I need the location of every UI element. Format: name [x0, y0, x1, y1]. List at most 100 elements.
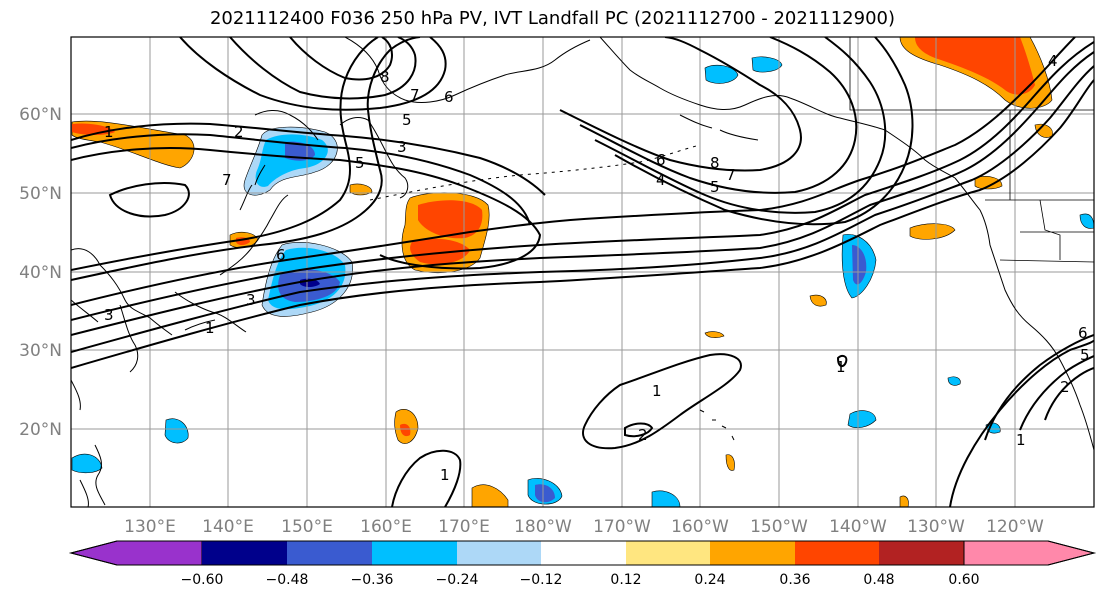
negative-anomaly-region — [164, 418, 189, 444]
lon-label: 170°E — [438, 517, 490, 537]
lon-label: 180°W — [514, 517, 572, 537]
colorbar-segment — [287, 541, 372, 565]
colorbar-segment — [963, 540, 1096, 566]
pv-contour — [71, 122, 546, 196]
contour-label: 1 — [440, 466, 450, 484]
lat-label-40n: 40°N — [19, 263, 62, 283]
positive-anomaly-region — [974, 176, 1003, 190]
contour-label: 2 — [1060, 378, 1070, 396]
lat-label-50n: 50°N — [19, 184, 62, 204]
lon-label: 130°W — [907, 517, 965, 537]
positive-anomaly-region — [915, 37, 1035, 95]
colorbar-tick: −0.24 — [436, 572, 479, 588]
contour-label: 6 — [1078, 324, 1088, 342]
negative-anomaly-region — [852, 245, 867, 285]
map-frame — [70, 36, 1095, 508]
colorbar-tick: 0.12 — [610, 572, 641, 588]
pv-contour — [71, 79, 1094, 369]
contour-label: 1 — [652, 382, 662, 400]
colorbar-segment — [879, 541, 964, 565]
colorbar-segment — [202, 541, 287, 565]
colorbar-segment — [795, 541, 879, 565]
contour-label: 5 — [1080, 346, 1090, 364]
contour-label: 1 — [1016, 431, 1026, 449]
pv-contour — [71, 133, 531, 226]
contour-label: 5 — [355, 154, 365, 172]
contour-label: 3 — [397, 138, 407, 156]
pv-contour — [289, 37, 393, 81]
positive-anomaly-region — [899, 495, 909, 507]
colorbar-tick: −0.60 — [181, 572, 224, 588]
pv-contour — [71, 37, 379, 271]
pv-contour — [71, 41, 1094, 321]
positive-anomaly-region — [809, 294, 827, 307]
pv-contour — [582, 353, 742, 450]
lon-label: 140°W — [829, 517, 887, 537]
colorbar-outline — [69, 540, 1096, 566]
lat-label-20n: 20°N — [19, 420, 62, 440]
border-canada-us — [985, 199, 1094, 263]
pv-contour — [949, 339, 1094, 507]
lon-label: 130°E — [124, 517, 176, 537]
pv-contour — [71, 37, 421, 281]
colorbar-segment — [541, 541, 626, 565]
longitude-labels: 130°E 140°E 150°E 160°E 170°E 180°W 170°… — [124, 517, 1044, 537]
contour-label: 7 — [410, 86, 420, 104]
pv-contour — [984, 334, 1094, 441]
lon-label: 120°W — [986, 517, 1044, 537]
lon-label: 160°W — [671, 517, 729, 537]
map-title: 2021112400 F036 250 hPa PV, IVT Landfall… — [209, 8, 896, 29]
pv-contour — [1044, 367, 1094, 421]
contour-label: 4 — [1048, 52, 1058, 70]
lon-label: 150°W — [750, 517, 808, 537]
pv-contours — [71, 37, 1094, 507]
pv-contour — [71, 51, 1094, 336]
pv-contour — [579, 37, 858, 194]
colorbar-tick: 0.48 — [863, 572, 894, 588]
contour-label: 7 — [726, 166, 736, 184]
coastlines — [71, 37, 1094, 507]
colorbar-tick: 0.24 — [694, 572, 725, 588]
negative-anomaly-region — [947, 376, 961, 386]
contour-label: 2 — [234, 123, 244, 141]
lon-label: 140°E — [202, 517, 254, 537]
negative-anomaly-region — [704, 64, 739, 84]
pv-contour — [391, 449, 462, 507]
negative-anomaly-region — [651, 490, 681, 507]
contour-label: 6 — [656, 151, 666, 169]
hawaii-islands — [699, 409, 735, 441]
colorbar — [69, 540, 1096, 566]
negative-anomaly-region — [751, 56, 783, 73]
colorbar-segment — [372, 541, 457, 565]
colorbar-tick: −0.12 — [520, 572, 563, 588]
coastline-kamchatka — [254, 110, 409, 199]
negative-anomaly-region — [1079, 213, 1094, 229]
contour-label: 6 — [276, 246, 286, 264]
pv-contour — [71, 147, 542, 270]
positive-anomaly-region — [410, 238, 470, 265]
colorbar-segment — [710, 541, 795, 565]
pv-contour — [71, 37, 1076, 306]
coastline-alaska — [599, 37, 956, 179]
negative-anomaly-region — [71, 453, 103, 474]
coastline-siberia — [344, 37, 591, 103]
pv-contour — [624, 422, 654, 438]
negative-anomaly-region — [535, 484, 555, 503]
lat-label-60n: 60°N — [19, 105, 62, 125]
pv-contour — [836, 354, 848, 368]
contour-label: 5 — [402, 111, 412, 129]
positive-anomaly-region — [909, 223, 956, 240]
latitude-labels: 60°N 50°N 40°N 30°N 20°N — [19, 105, 62, 440]
aleutian-chain — [369, 144, 701, 201]
colorbar-ticks: −0.60 −0.48 −0.36 −0.24 −0.12 0.12 0.24 … — [181, 572, 980, 588]
positive-anomaly-region — [704, 331, 725, 338]
pv-contour — [71, 65, 1094, 353]
positive-anomaly-region — [418, 200, 483, 239]
pv-contour — [229, 37, 417, 100]
contour-label: 8 — [380, 68, 390, 86]
pv-contour — [108, 182, 190, 218]
contour-label: 1 — [205, 319, 215, 337]
contour-label: 1 — [104, 123, 114, 141]
colorbar-tick: 0.60 — [948, 572, 979, 588]
